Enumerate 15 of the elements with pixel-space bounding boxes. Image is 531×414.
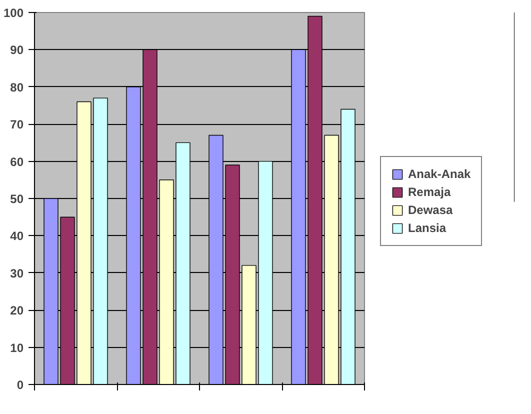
y-tick-label: 70 [10, 118, 24, 132]
y-tick-label: 60 [10, 154, 24, 169]
legend-label: Anak-Anak [408, 167, 471, 181]
y-tick-label: 100 [3, 6, 24, 20]
y-tick-label: 30 [10, 266, 24, 280]
legend-label: Lansia [408, 221, 446, 235]
y-tick-label: 20 [10, 304, 24, 318]
legend-label: Remaja [408, 185, 451, 199]
y-tick-label: 90 [10, 43, 24, 58]
y-tick-label: 10 [10, 340, 24, 355]
legend-label: Dewasa [408, 203, 453, 217]
y-tick-label: 40 [10, 229, 24, 244]
y-tick-label: 80 [10, 80, 24, 94]
y-tick-label: 50 [10, 192, 24, 206]
y-tick-label: 0 [16, 378, 24, 392]
